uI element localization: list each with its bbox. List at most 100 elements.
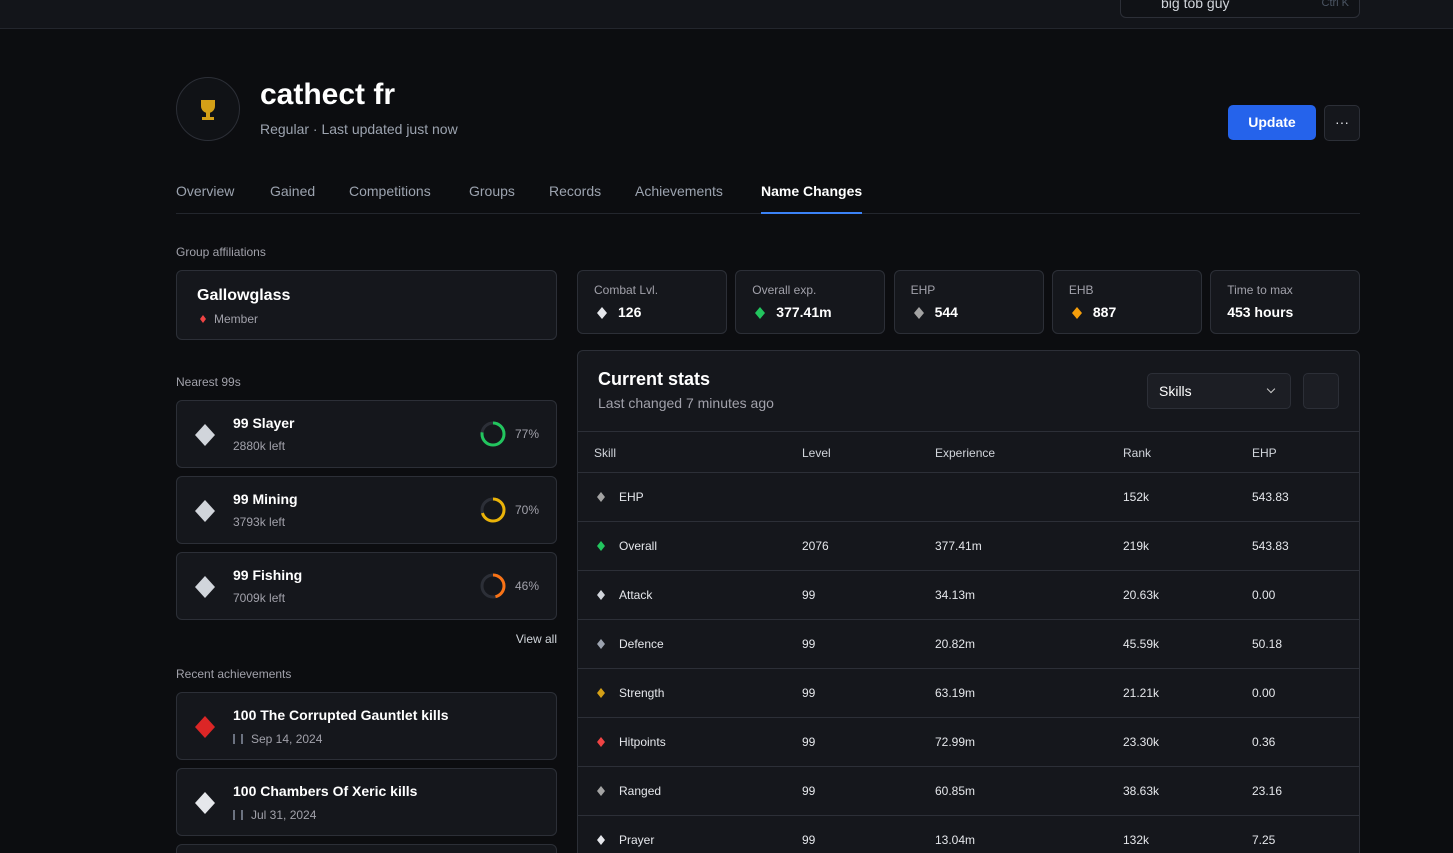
summary-value: 887	[1092, 304, 1117, 320]
search-shortcut: Ctrl K	[1321, 0, 1350, 9]
column-header[interactable]: Skill	[594, 446, 617, 460]
update-button[interactable]: Update	[1228, 105, 1316, 140]
table-cell: 45.59k	[1123, 637, 1160, 651]
table-cell: 0.00	[1252, 588, 1276, 602]
icon	[597, 737, 605, 747]
column-header[interactable]: Level	[802, 446, 831, 460]
achievement-card: 100 The Corrupted Gauntlet kills Sep 14, …	[176, 692, 557, 760]
table-cell: Overall	[619, 539, 658, 553]
trophy-icon	[201, 100, 215, 120]
progress-ring	[480, 573, 506, 599]
icon	[597, 639, 605, 649]
row-divider	[578, 766, 1359, 767]
tab[interactable]: Name Changes	[761, 183, 863, 199]
table-cell: 23.16	[1252, 784, 1283, 798]
table-cell: 7.25	[1252, 833, 1276, 847]
table-cell: 13.04m	[935, 833, 976, 847]
icon	[195, 716, 215, 738]
table-cell: 99	[802, 637, 816, 651]
table-cell: 132k	[1123, 833, 1150, 847]
table-cell: 23.30k	[1123, 735, 1160, 749]
column-header[interactable]: Rank	[1123, 446, 1152, 460]
row-divider	[578, 717, 1359, 718]
search-box[interactable]: big tob guy Ctrl K	[1120, 0, 1360, 18]
nearest-percent: 46%	[515, 579, 540, 593]
more-button[interactable]: ···	[1324, 105, 1360, 141]
table-cell: 34.13m	[935, 588, 976, 602]
column-header[interactable]: EHP	[1252, 446, 1277, 460]
table-cell: Attack	[619, 588, 653, 602]
icon	[597, 307, 607, 319]
tab[interactable]: Competitions	[349, 183, 431, 199]
view-all-link[interactable]: View all	[515, 632, 557, 646]
tab[interactable]: Gained	[270, 183, 316, 199]
icon	[597, 590, 605, 600]
icon	[597, 786, 605, 796]
nearest-title: 99 Mining	[233, 491, 298, 507]
table-cell: 63.19m	[935, 686, 976, 700]
table-cell: EHP	[619, 490, 644, 504]
date-icon	[233, 810, 243, 820]
table-settings-button[interactable]	[1303, 373, 1339, 409]
table-cell: 99	[802, 833, 816, 847]
tab[interactable]: Records	[549, 183, 602, 199]
summary-card: EHB 887	[1051, 270, 1202, 334]
table-cell: 21.21k	[1123, 686, 1160, 700]
table-cell: 38.63k	[1123, 784, 1160, 798]
table-cell: 0.00	[1252, 686, 1276, 700]
summary-card: Time to max 453 hours	[1210, 270, 1361, 334]
table-cell: Strength	[619, 686, 665, 700]
icon	[597, 835, 605, 845]
search-text: big tob guy	[1161, 0, 1230, 11]
stats-title: Current stats	[598, 369, 711, 389]
table-cell: 377.41m	[935, 539, 982, 553]
row-divider	[578, 472, 1359, 473]
summary-value: 453 hours	[1227, 304, 1294, 320]
group-card[interactable]: Gallowglass Member	[176, 270, 557, 340]
row-divider	[578, 815, 1359, 816]
column-header[interactable]: Experience	[935, 446, 996, 460]
row-divider	[578, 668, 1359, 669]
table-cell: 2076	[802, 539, 829, 553]
table-cell: Defence	[619, 637, 664, 651]
summary-label: Overall exp.	[752, 283, 817, 297]
tab[interactable]: Achievements	[635, 183, 723, 199]
nearest-left: 2880k left	[233, 439, 286, 453]
nearest-left: 7009k left	[233, 591, 286, 605]
tab-underline	[761, 212, 862, 214]
table-cell: 20.63k	[1123, 588, 1160, 602]
stats-panel: Current stats Last changed 7 minutes ago S…	[577, 350, 1360, 853]
icon	[195, 424, 215, 446]
table-cell: 50.18	[1252, 637, 1283, 651]
tab[interactable]: Groups	[469, 183, 515, 199]
row-divider	[578, 570, 1359, 571]
nearest-title: 99 Slayer	[233, 415, 295, 431]
table-cell: Ranged	[619, 784, 662, 798]
table-cell: Prayer	[619, 833, 655, 847]
ring-progress	[480, 497, 506, 523]
avatar	[176, 77, 240, 141]
nearest-percent: 70%	[515, 503, 540, 517]
icon	[597, 688, 605, 698]
summary-label: EHB	[1068, 283, 1094, 297]
icon	[597, 541, 605, 551]
table-cell: 60.85m	[935, 784, 976, 798]
table-divider	[578, 431, 1359, 432]
table-cell: 72.99m	[935, 735, 976, 749]
icon	[597, 492, 605, 502]
summary-value: 377.41m	[776, 304, 832, 320]
table-cell: 99	[802, 588, 816, 602]
icon	[200, 315, 206, 323]
skills-select[interactable]: Skills	[1147, 373, 1291, 409]
icon	[1071, 307, 1082, 319]
ring-progress	[480, 421, 506, 447]
stats-subtitle: Last changed 7 minutes ago	[598, 395, 774, 411]
player-name: cathect fr	[260, 78, 396, 111]
nearest-percent: 77%	[515, 427, 540, 441]
nearest-card: 99 Mining 3793k left 70%	[176, 476, 557, 544]
table-cell: 99	[802, 735, 816, 749]
tab[interactable]: Overview	[176, 183, 235, 199]
table-cell: 0.36	[1252, 735, 1276, 749]
section-heading: Recent achievements	[176, 667, 292, 681]
